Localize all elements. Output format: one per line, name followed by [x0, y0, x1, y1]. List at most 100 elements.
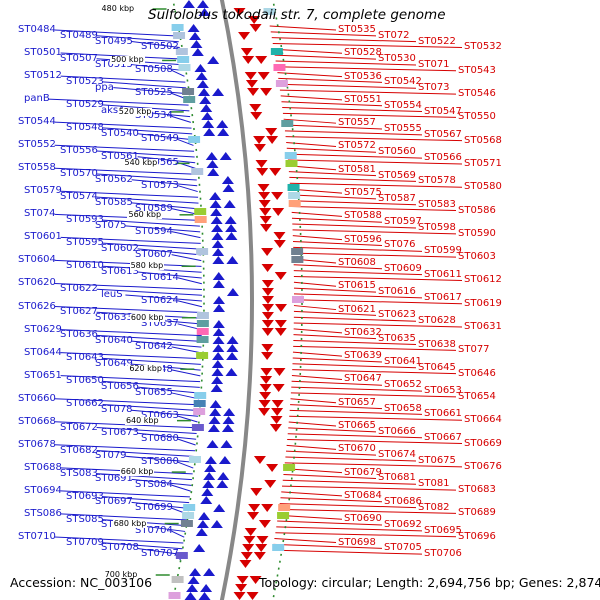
leader-line — [54, 29, 178, 37]
gene-label: ST0536 — [344, 70, 382, 82]
gene-label: ST0586 — [458, 204, 496, 216]
reverse-gene-arrow — [212, 336, 225, 344]
leader-line — [54, 144, 195, 152]
leader-line — [293, 334, 377, 340]
cog-block — [194, 392, 207, 399]
gene-label: aksA — [101, 104, 125, 116]
reverse-gene-arrow — [212, 88, 225, 96]
leader-line — [293, 340, 417, 346]
forward-gene-arrow — [274, 272, 287, 280]
leader-line — [291, 380, 383, 386]
reverse-gene-arrow — [210, 384, 223, 392]
gene-label: ST0546 — [458, 88, 496, 100]
reverse-gene-arrow — [212, 352, 225, 360]
leader-line — [137, 156, 196, 164]
gene-label: ST0688 — [24, 461, 62, 473]
reverse-gene-arrow — [226, 288, 239, 296]
forward-gene-arrow — [269, 424, 282, 432]
gene-label: ST078 — [101, 404, 133, 416]
leader-line — [54, 259, 202, 267]
leader-line — [113, 87, 188, 95]
gene-label: ST0570 — [60, 168, 98, 180]
leader-line — [285, 450, 377, 456]
leader-line — [290, 404, 383, 410]
reverse-gene-arrow — [204, 464, 217, 472]
cog-block — [182, 88, 195, 95]
leader-line — [290, 200, 417, 206]
reverse-gene-arrow — [221, 424, 234, 432]
cog-block — [194, 208, 207, 215]
gene-label: ST0547 — [424, 105, 462, 117]
gene-label: ST0654 — [458, 390, 496, 402]
gene-label: ST0646 — [458, 367, 496, 379]
gene-label: ST0597 — [384, 216, 422, 228]
gene-label: ST0666 — [378, 425, 416, 437]
leader-line — [275, 532, 457, 538]
cog-block — [196, 320, 209, 327]
forward-gene-arrow — [259, 216, 272, 224]
leader-line — [171, 69, 185, 77]
gene-label: ST0667 — [424, 431, 462, 443]
leader-line — [292, 357, 383, 363]
reverse-gene-arrow — [208, 416, 221, 424]
tick-label: 540 kbp — [123, 158, 159, 168]
reverse-gene-arrow — [212, 248, 225, 256]
cog-block — [188, 456, 201, 463]
gene-label: ST0665 — [338, 420, 376, 432]
gene-features — [168, 0, 304, 600]
reverse-gene-arrow — [212, 344, 225, 352]
leader-line — [291, 374, 343, 380]
gene-label: ST0639 — [344, 350, 382, 362]
gene-label: ST0569 — [378, 169, 416, 181]
leader-line — [137, 248, 202, 256]
leader-line — [96, 35, 179, 43]
leader-line — [272, 42, 463, 48]
gene-label: ST0593 — [66, 214, 104, 226]
forward-gene-arrow — [271, 400, 284, 408]
gene-label: ST0692 — [384, 519, 422, 531]
forward-gene-arrow — [261, 504, 274, 512]
leader-line — [137, 386, 200, 394]
gene-label: ST0560 — [378, 146, 416, 158]
tick-label: 580 kbp — [129, 261, 165, 271]
reverse-gene-arrow — [194, 64, 207, 72]
gene-label: STS080 — [141, 456, 179, 468]
gene-label: ST0579 — [24, 185, 62, 197]
genome-backbone — [219, 0, 255, 600]
reverse-gene-arrow — [221, 176, 234, 184]
reverse-gene-arrow — [186, 584, 199, 592]
cog-block — [196, 248, 209, 255]
forward-gene-arrow — [246, 592, 259, 600]
leader-line — [279, 503, 417, 509]
leader-line — [270, 31, 377, 37]
gene-label: ST0706 — [424, 548, 462, 560]
leader-line — [283, 473, 377, 479]
reverse-gene-arrow — [212, 256, 225, 264]
leader-line — [54, 282, 202, 290]
gene-label: ST0669 — [464, 437, 502, 449]
forward-gene-arrow — [274, 304, 287, 312]
cog-block — [288, 200, 301, 207]
leader-line — [293, 310, 377, 316]
leader-line — [281, 491, 343, 497]
reverse-gene-arrow — [225, 368, 238, 376]
reverse-gene-arrow — [211, 240, 224, 248]
reverse-gene-arrow — [211, 360, 224, 368]
reverse-gene-arrow — [226, 336, 239, 344]
leader-lines — [48, 8, 463, 576]
leader-line — [60, 236, 201, 244]
leader-line — [292, 240, 383, 246]
gene-label: ST0587 — [378, 192, 416, 204]
forward-gene-arrow — [261, 296, 274, 304]
leader-line — [125, 225, 201, 233]
gene-label: ST0690 — [344, 513, 382, 525]
cog-block — [196, 352, 209, 359]
leader-line — [290, 398, 337, 404]
forward-gene-arrow — [261, 352, 274, 360]
gene-label: ST074 — [24, 208, 56, 220]
gene-label: ST0609 — [384, 262, 422, 274]
forward-gene-arrow — [274, 328, 287, 336]
gene-label: ST0594 — [135, 225, 173, 237]
leader-line — [287, 153, 423, 159]
gene-label: ST0548 — [66, 121, 104, 133]
